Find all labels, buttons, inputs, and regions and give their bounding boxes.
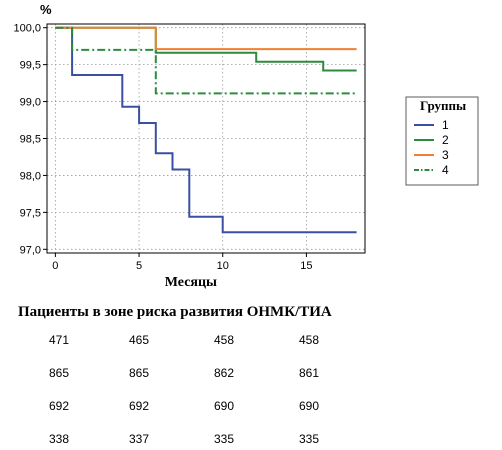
risk-cell: 862 [214, 366, 235, 380]
risk-cell: 458 [214, 333, 235, 347]
y-tick-label: 97,0 [20, 244, 41, 256]
km-chart: 97,0 97,5 98,0 98,5 99,0 99,5 100,0 0 5 10 15% Меся… [13, 2, 479, 290]
y-tick-label: 97,5 [20, 207, 41, 219]
x-tick-label: 0 [52, 260, 58, 272]
risk-cell: 335 [214, 432, 235, 446]
legend-label-4: 4 [442, 163, 449, 177]
x-tick-label: 15 [300, 260, 312, 272]
risk-cell: 338 [49, 432, 70, 446]
risk-cell: 337 [129, 432, 150, 446]
legend-label-3: 3 [442, 148, 449, 162]
plot-frame [46, 23, 366, 254]
x-axis-label: Месяцы [165, 275, 217, 290]
series-line-3 [55, 26, 357, 51]
series-line-1 [55, 26, 357, 234]
y-tick-label: 100,0 [13, 23, 41, 35]
legend-title: Группы [420, 98, 466, 113]
risk-cell: 861 [299, 366, 320, 380]
risk-table-title: Пациенты в зоне риска развития ОНМК/ТИА [18, 304, 332, 320]
x-tick-label: 5 [136, 260, 142, 272]
risk-cell: 865 [129, 366, 150, 380]
y-tick-label: 98,0 [20, 170, 41, 182]
risk-cell: 335 [299, 432, 320, 446]
risk-cell: 458 [299, 333, 320, 347]
risk-cell: 690 [299, 399, 320, 413]
y-tick-label: 99,0 [20, 97, 41, 109]
y-tick-label: 99,5 [20, 60, 41, 72]
risk-cell: 690 [214, 399, 235, 413]
legend-label-2: 2 [442, 133, 449, 147]
y-axis-label: % [40, 2, 52, 17]
risk-cell: 865 [49, 366, 70, 380]
series-line-4 [55, 26, 357, 95]
risk-cell: 692 [129, 399, 150, 413]
x-tick-label: 10 [217, 260, 229, 272]
risk-cell: 471 [49, 333, 70, 347]
risk-cell: 692 [49, 399, 70, 413]
risk-cell: 465 [129, 333, 150, 347]
y-tick-label: 98,5 [20, 134, 41, 146]
legend-label-1: 1 [442, 118, 449, 132]
